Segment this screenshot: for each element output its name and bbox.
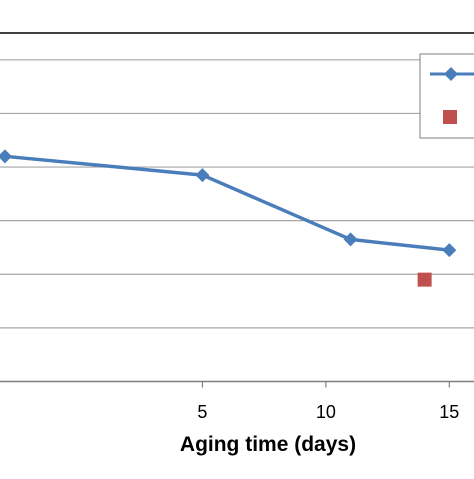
gridlines xyxy=(0,59,474,329)
x-tick-label: 10 xyxy=(316,402,336,422)
x-tick-label: 15 xyxy=(439,402,459,422)
legend-square-marker xyxy=(443,110,457,124)
series-line xyxy=(4,154,450,252)
data-point-diamond xyxy=(195,168,210,183)
legend xyxy=(419,53,474,139)
x-axis-ticks: 5 10 15 xyxy=(197,381,459,422)
data-point-diamond xyxy=(442,243,457,258)
data-point-diamond xyxy=(343,232,358,247)
x-tick-label: 5 xyxy=(197,402,207,422)
data-point-square xyxy=(417,272,432,287)
x-axis-label: Aging time (days) xyxy=(180,433,356,456)
series xyxy=(0,149,457,287)
data-point-diamond xyxy=(0,149,12,164)
legend-box xyxy=(419,53,474,139)
legend-diamond-marker xyxy=(444,67,458,81)
